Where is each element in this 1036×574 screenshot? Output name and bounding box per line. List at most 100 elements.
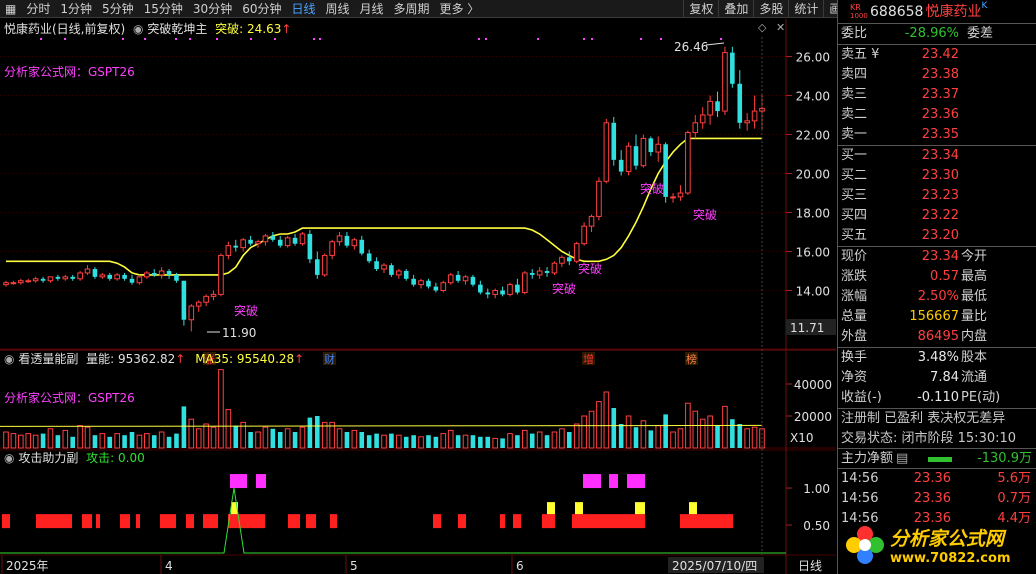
candle-body — [699, 114, 706, 124]
attack-red-bar — [36, 514, 72, 529]
volume-bar — [677, 428, 684, 449]
volume-bar — [351, 429, 358, 449]
candle-body — [248, 239, 253, 244]
break-signal-label: 突破 — [552, 281, 576, 296]
bid-price: 23.30 — [921, 168, 959, 183]
attack-magenta-bar — [230, 474, 247, 489]
volume-bar — [611, 408, 617, 448]
volume-bar — [462, 434, 469, 449]
volume-bar — [655, 425, 662, 449]
volume-unit-label: X10 — [790, 431, 814, 445]
volume-bar — [596, 401, 602, 449]
toolbar-right-item-3[interactable]: 统计 — [788, 0, 823, 17]
candle-body — [522, 272, 528, 293]
toolbar-item-7[interactable]: 周线 — [325, 1, 350, 16]
chart-area[interactable]: 悦康药业(日线,前复权) ◉ 突破乾坤主 突破: 24.63↑ ◇ ✕ 分析家公… — [0, 19, 836, 574]
net-flow-row: 主力净额 ▤ -130.9万 — [838, 449, 1036, 469]
grid-icon[interactable]: ▦ — [5, 1, 17, 16]
volume-bar — [426, 435, 431, 448]
attack-red-bar — [572, 514, 645, 529]
stat-label-2: 流通 — [961, 370, 988, 385]
toolbar-item-5[interactable]: 60分钟 — [242, 1, 282, 16]
stat-row: 外盘 86495 内盘 — [838, 327, 1036, 347]
chart-svg[interactable]: 26.00 24.00 22.00 20.00 18.00 16.00 14.00 26.46… — [0, 19, 836, 574]
candle-body — [551, 262, 558, 274]
stat-label: 收益(-) — [841, 390, 882, 405]
toolbar-item-10[interactable]: 更多 〉 — [439, 1, 480, 16]
list-icon[interactable]: ▤ — [896, 451, 909, 466]
tick-list: 14:56 23.36 5.6万 14:56 23.36 0.7万 14:56 23.36 4.… — [838, 469, 1036, 529]
diamond-icon[interactable]: ◇ — [758, 21, 767, 34]
candle-body — [603, 122, 610, 182]
candle-body — [455, 274, 461, 281]
toolbar-right-item-1[interactable]: 叠加 — [718, 0, 753, 17]
stat-label-2: PE(动) — [961, 390, 1001, 405]
volume-bar — [151, 435, 157, 448]
ask-label: 卖五 ¥ — [841, 47, 880, 62]
volume-bar — [166, 436, 172, 448]
stock-title: 悦康药业(日线,前复权) — [4, 22, 126, 36]
volume-settings-icon[interactable]: ◉ — [4, 352, 15, 366]
ask-price: 23.37 — [921, 87, 959, 102]
volume-bar — [270, 428, 276, 448]
bid-row: 买三 23.23 — [838, 186, 1036, 206]
candle-body — [426, 280, 431, 287]
signal-dot — [250, 38, 252, 40]
vol-label: 量能: — [86, 352, 115, 366]
candle-body — [151, 272, 157, 275]
toolbar-item-3[interactable]: 15分钟 — [143, 1, 183, 16]
candle-body — [544, 271, 550, 273]
candle-body — [663, 144, 668, 197]
volume-title[interactable]: 看透量能副 — [18, 352, 79, 366]
tick-row: 14:56 23.36 0.7万 — [838, 489, 1036, 509]
volume-bar — [470, 435, 476, 448]
kr-badge: KR 1000 — [850, 0, 870, 23]
candle-body — [403, 271, 409, 279]
close-icon[interactable]: ✕ — [775, 21, 786, 34]
volume-bar — [566, 432, 572, 448]
candle-body — [536, 270, 543, 276]
attack-magenta-bar — [256, 474, 266, 489]
volume-bar — [114, 433, 120, 449]
toolbar-item-8[interactable]: 月线 — [359, 1, 384, 16]
toolbar-right-item-0[interactable]: 复权 — [683, 0, 718, 17]
candle-body — [329, 241, 335, 256]
volume-bar — [195, 428, 202, 449]
volume-tick-label: 20000 — [794, 410, 832, 424]
volume-bar — [500, 438, 505, 448]
attack-settings-icon[interactable]: ◉ — [4, 451, 15, 465]
attack-yellow-bar — [575, 502, 583, 515]
candle-body — [581, 225, 587, 245]
stat-label: 现价 — [841, 249, 868, 264]
stat-label: 总量 — [841, 309, 868, 324]
toolbar-item-9[interactable]: 多周期 — [393, 1, 430, 16]
bid-label: 买一 — [841, 148, 868, 163]
toolbar-item-1[interactable]: 1分钟 — [60, 1, 92, 16]
volume-bar — [737, 424, 743, 448]
volume-bar — [99, 433, 106, 449]
candle-body — [144, 272, 150, 278]
volume-bar — [299, 426, 306, 449]
indicator-settings-icon[interactable]: ◉ — [133, 22, 144, 36]
candle-body — [344, 235, 350, 246]
toolbar-right-item-2[interactable]: 多股 — [753, 0, 788, 17]
toolbar-item-2[interactable]: 5分钟 — [102, 1, 134, 16]
attack-title[interactable]: 攻击助力副 — [18, 451, 79, 465]
candle-body — [158, 270, 165, 276]
attack-magenta-bar — [583, 474, 601, 489]
stat-value: -0.110 — [917, 390, 959, 405]
toolbar-item-0[interactable]: 分时 — [26, 1, 51, 16]
indicator-name[interactable]: 突破乾坤主 — [147, 22, 208, 36]
toolbar-item-6[interactable]: 日线 — [291, 1, 316, 16]
ask-label: 卖四 — [841, 67, 868, 82]
candle-body — [307, 233, 313, 260]
logo-flower-icon — [846, 526, 884, 564]
volume-bar — [588, 410, 595, 449]
volume-bar — [321, 421, 328, 449]
ask-book: 卖五 ¥ 23.42 卖四 23.38 卖三 23.37 卖二 23.36 卖一 23.35 — [838, 45, 1036, 146]
cursor-price-label: 11.71 — [790, 321, 824, 335]
candle-body — [181, 280, 187, 320]
toolbar-item-4[interactable]: 30分钟 — [192, 1, 233, 16]
candle-body — [715, 101, 720, 112]
attack-magenta-bar — [627, 474, 645, 489]
